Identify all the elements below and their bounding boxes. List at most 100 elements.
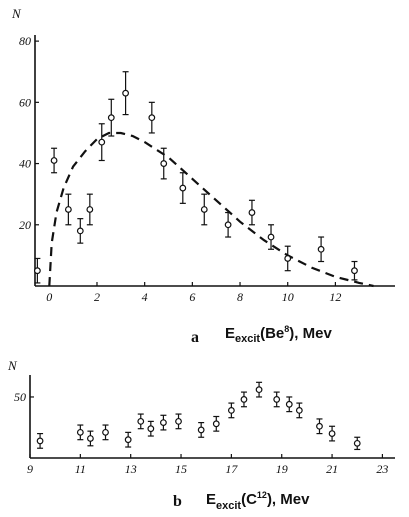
data-point-marker [351, 267, 358, 275]
panel-a-data-point [248, 199, 256, 226]
panel-a-data-point [107, 98, 115, 137]
panel-a-data-point [284, 245, 292, 272]
data-point-marker [107, 114, 115, 122]
panel-b-data-point [328, 425, 336, 442]
panel-b-data-point [197, 422, 205, 438]
panel-a-x-tick-label: 4 [142, 290, 148, 304]
panel-b-data-point [124, 431, 132, 448]
data-point-marker [86, 206, 94, 213]
panel-b-data-point [240, 391, 248, 408]
panel-b-x-tick-label: 11 [75, 462, 86, 476]
panel-a-y-tick-label: 80 [19, 34, 31, 48]
panel-b-letter: b [173, 493, 182, 510]
data-point-marker [316, 422, 323, 430]
panel-b-x-tick-label: 19 [276, 462, 288, 476]
data-point-marker [317, 245, 325, 253]
panel-b-data-point [255, 381, 263, 398]
panel-b-x-tick-label: 9 [27, 462, 33, 476]
panel-a: N 0 2 4 6 8 10 12 20 40 60 80 a Eexcit(Be8), Mev [11, 6, 395, 346]
data-point-marker [295, 406, 303, 414]
data-point-marker [353, 439, 361, 447]
panel-a-data-point [224, 211, 232, 238]
panel-b-data-point [36, 432, 44, 449]
panel-b-data-point [160, 414, 167, 431]
data-point-marker [98, 138, 106, 146]
panel-a-data-point [50, 147, 58, 174]
data-point-marker [200, 206, 208, 213]
panel-b-data-point [212, 415, 220, 432]
panel-a-data-point [33, 257, 41, 284]
data-point-marker [122, 89, 129, 97]
panel-a-y-tick-label: 20 [19, 218, 31, 232]
data-point-marker [267, 233, 275, 241]
data-point-marker [255, 386, 263, 394]
data-point-marker [36, 437, 44, 445]
data-point-marker [240, 396, 248, 403]
panel-a-x-tick-label: 8 [237, 290, 243, 304]
panel-b-data-point [147, 420, 155, 437]
panel-a-x-tick-label: 10 [282, 290, 294, 304]
data-point-marker [248, 209, 256, 216]
panel-a-data-point [76, 218, 84, 244]
panel-a-y-tick-label: 60 [19, 95, 31, 109]
data-point-marker [124, 436, 132, 444]
panel-b: N 9 11 13 15 17 19 21 23 50 b Eexcit(C12), Mev [7, 358, 395, 512]
data-point-marker [197, 426, 205, 434]
data-point-marker [148, 114, 156, 122]
data-point-marker [179, 184, 187, 192]
panel-a-dashed-fit-curve [48, 131, 374, 288]
panel-b-data-point [353, 436, 361, 451]
panel-a-data-point [98, 123, 106, 162]
data-point-marker [224, 221, 232, 229]
panel-a-data-point [179, 172, 187, 204]
panel-b-data-point [227, 402, 235, 419]
panel-b-data-point [87, 430, 94, 447]
data-point-marker [273, 396, 281, 403]
panel-b-y-tick-label: 50 [14, 390, 26, 404]
panel-b-data-point [316, 418, 323, 435]
panel-a-data-point [148, 101, 156, 134]
panel-a-data-point [267, 224, 275, 250]
data-point-marker [328, 430, 336, 437]
panel-a-x-tick-label: 2 [94, 290, 100, 304]
data-point-marker [147, 425, 155, 433]
panel-a-data-point [64, 193, 72, 226]
data-point-marker [137, 417, 145, 425]
data-point-marker [284, 255, 292, 262]
panel-a-data-point [122, 71, 129, 116]
panel-a-x-label: Eexcit(Be8), Mev [225, 324, 332, 345]
data-point-marker [175, 417, 182, 425]
panel-b-y-label: N [7, 358, 18, 373]
panel-a-x-tick-label: 12 [329, 290, 341, 304]
data-point-marker [87, 435, 94, 442]
data-point-marker [76, 428, 84, 436]
panel-b-x-tick-label: 21 [326, 462, 338, 476]
panel-b-x-label: Eexcit(C12), Mev [206, 490, 310, 512]
panel-a-data-points [33, 71, 358, 284]
panel-a-y-tick-label: 40 [19, 157, 31, 171]
data-point-marker [212, 420, 220, 428]
panel-a-y-label: N [11, 6, 22, 21]
panel-b-x-tick-label: 13 [125, 462, 137, 476]
panel-a-data-point [351, 260, 358, 281]
panel-b-data-point [273, 391, 281, 408]
panel-b-x-tick-label: 23 [376, 462, 388, 476]
data-point-marker [50, 157, 58, 164]
panel-b-data-point [175, 413, 182, 430]
panel-a-data-point [200, 193, 208, 226]
data-point-marker [33, 267, 41, 275]
panel-a-data-point [160, 147, 168, 180]
panel-b-x-tick-label: 15 [175, 462, 187, 476]
data-point-marker [102, 428, 109, 436]
panel-a-letter: a [191, 329, 199, 346]
data-point-marker [160, 419, 167, 427]
data-point-marker [76, 227, 84, 235]
panel-a-data-point [317, 236, 325, 263]
panel-b-data-point [76, 424, 84, 441]
panel-b-ticks: 9 11 13 15 17 19 21 23 50 [14, 390, 388, 476]
panel-b-data-point [102, 424, 109, 441]
panel-a-x-tick-label: 6 [189, 290, 195, 304]
data-point-marker [227, 406, 235, 414]
panel-a-data-point [86, 193, 94, 226]
